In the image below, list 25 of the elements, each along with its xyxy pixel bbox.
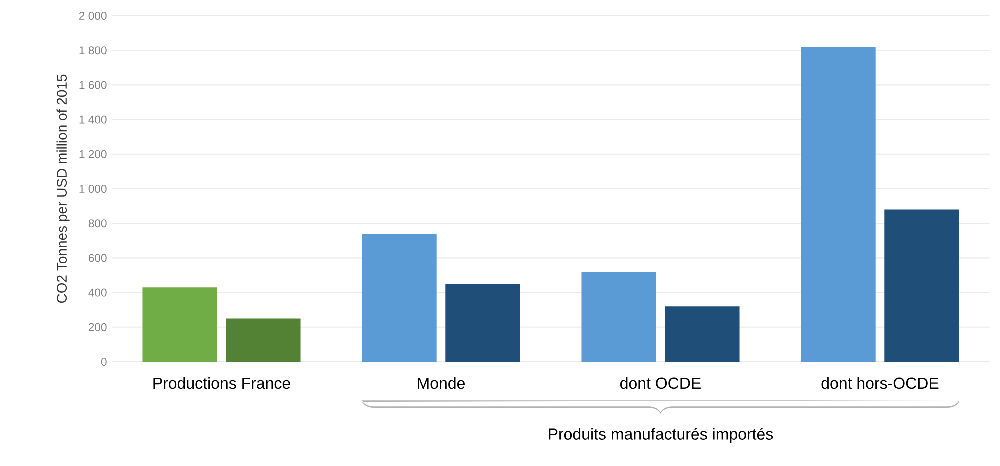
y-axis-title: CO2 Tonnes per USD million of 2015 bbox=[56, 74, 70, 304]
bar bbox=[226, 318, 301, 362]
y-tick-label: 1 800 bbox=[80, 46, 107, 55]
x-tick-label: Productions France bbox=[154, 377, 290, 390]
y-tick-label: 800 bbox=[88, 220, 107, 228]
bar bbox=[665, 306, 740, 362]
x-tick-label: dont OCDE bbox=[620, 377, 701, 390]
bar bbox=[801, 47, 876, 362]
y-tick-label: 1 600 bbox=[80, 81, 107, 90]
y-tick-label: 1 400 bbox=[80, 116, 107, 124]
y-tick-label: 200 bbox=[88, 323, 107, 332]
x-tick-label: Monde bbox=[418, 377, 465, 390]
bar bbox=[362, 234, 437, 362]
y-tick-label: 1 000 bbox=[80, 184, 107, 193]
bar bbox=[884, 210, 960, 362]
y-tick-label: 1 200 bbox=[80, 150, 107, 158]
bar bbox=[142, 288, 218, 362]
x-tick-label: dont hors-OCDE bbox=[822, 377, 939, 390]
text: Produits manufacturés importés bbox=[549, 428, 774, 444]
y-tick-label: 0 bbox=[101, 358, 107, 366]
y-tick-label: 400 bbox=[88, 288, 107, 297]
y-tick-label: 600 bbox=[88, 254, 107, 262]
bar bbox=[446, 284, 520, 362]
bar bbox=[582, 272, 656, 362]
y-tick-label: 2 000 bbox=[80, 12, 107, 20]
